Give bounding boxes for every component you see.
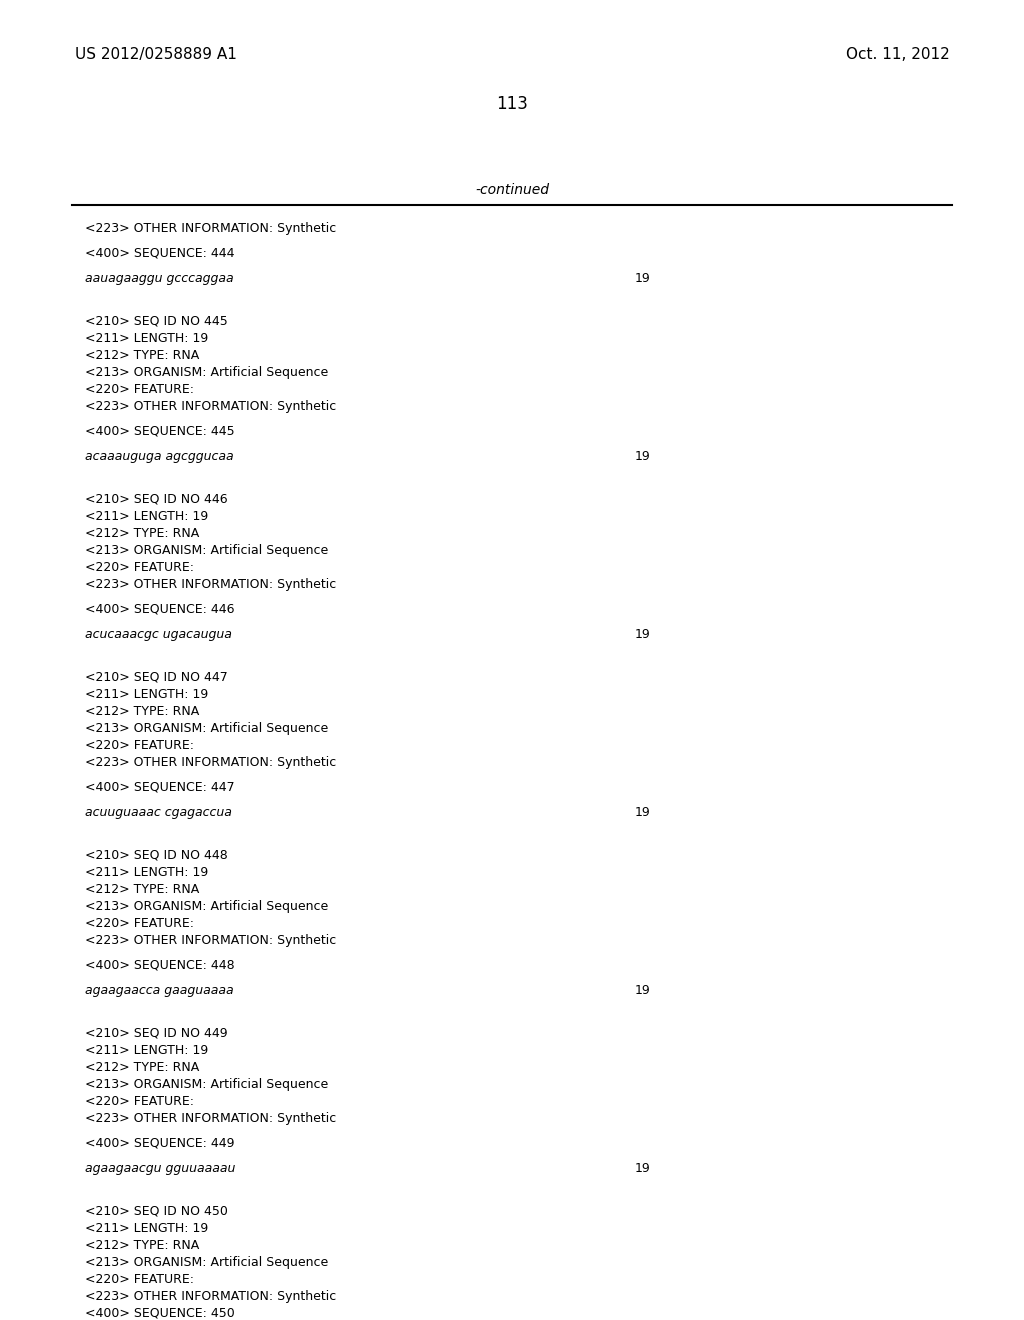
Text: <213> ORGANISM: Artificial Sequence: <213> ORGANISM: Artificial Sequence (85, 544, 329, 557)
Text: <212> TYPE: RNA: <212> TYPE: RNA (85, 1239, 200, 1251)
Text: <211> LENGTH: 19: <211> LENGTH: 19 (85, 510, 208, 523)
Text: <220> FEATURE:: <220> FEATURE: (85, 383, 194, 396)
Text: <211> LENGTH: 19: <211> LENGTH: 19 (85, 333, 208, 345)
Text: <400> SEQUENCE: 450: <400> SEQUENCE: 450 (85, 1307, 234, 1320)
Text: <223> OTHER INFORMATION: Synthetic: <223> OTHER INFORMATION: Synthetic (85, 578, 336, 591)
Text: 19: 19 (635, 807, 650, 818)
Text: <212> TYPE: RNA: <212> TYPE: RNA (85, 1061, 200, 1074)
Text: acuuguaaac cgagaccua: acuuguaaac cgagaccua (85, 807, 231, 818)
Text: 19: 19 (635, 1162, 650, 1175)
Text: <400> SEQUENCE: 449: <400> SEQUENCE: 449 (85, 1137, 234, 1150)
Text: <220> FEATURE:: <220> FEATURE: (85, 1272, 194, 1286)
Text: Oct. 11, 2012: Oct. 11, 2012 (846, 48, 950, 62)
Text: 19: 19 (635, 450, 650, 463)
Text: <213> ORGANISM: Artificial Sequence: <213> ORGANISM: Artificial Sequence (85, 900, 329, 913)
Text: <223> OTHER INFORMATION: Synthetic: <223> OTHER INFORMATION: Synthetic (85, 756, 336, 770)
Text: 19: 19 (635, 628, 650, 642)
Text: <223> OTHER INFORMATION: Synthetic: <223> OTHER INFORMATION: Synthetic (85, 935, 336, 946)
Text: <213> ORGANISM: Artificial Sequence: <213> ORGANISM: Artificial Sequence (85, 366, 329, 379)
Text: <210> SEQ ID NO 445: <210> SEQ ID NO 445 (85, 315, 227, 327)
Text: <212> TYPE: RNA: <212> TYPE: RNA (85, 348, 200, 362)
Text: <211> LENGTH: 19: <211> LENGTH: 19 (85, 866, 208, 879)
Text: <400> SEQUENCE: 447: <400> SEQUENCE: 447 (85, 781, 234, 795)
Text: <211> LENGTH: 19: <211> LENGTH: 19 (85, 1044, 208, 1057)
Text: <220> FEATURE:: <220> FEATURE: (85, 739, 194, 752)
Text: acaaauguga agcggucaa: acaaauguga agcggucaa (85, 450, 233, 463)
Text: <212> TYPE: RNA: <212> TYPE: RNA (85, 705, 200, 718)
Text: aauagaaggu gcccaggaa: aauagaaggu gcccaggaa (85, 272, 233, 285)
Text: 19: 19 (635, 983, 650, 997)
Text: <210> SEQ ID NO 450: <210> SEQ ID NO 450 (85, 1205, 228, 1218)
Text: 19: 19 (635, 272, 650, 285)
Text: <400> SEQUENCE: 445: <400> SEQUENCE: 445 (85, 425, 234, 438)
Text: <210> SEQ ID NO 447: <210> SEQ ID NO 447 (85, 671, 227, 684)
Text: -continued: -continued (475, 183, 549, 197)
Text: <223> OTHER INFORMATION: Synthetic: <223> OTHER INFORMATION: Synthetic (85, 222, 336, 235)
Text: <212> TYPE: RNA: <212> TYPE: RNA (85, 883, 200, 896)
Text: <400> SEQUENCE: 448: <400> SEQUENCE: 448 (85, 960, 234, 972)
Text: US 2012/0258889 A1: US 2012/0258889 A1 (75, 48, 237, 62)
Text: <220> FEATURE:: <220> FEATURE: (85, 917, 194, 931)
Text: <400> SEQUENCE: 446: <400> SEQUENCE: 446 (85, 603, 234, 616)
Text: <211> LENGTH: 19: <211> LENGTH: 19 (85, 688, 208, 701)
Text: <223> OTHER INFORMATION: Synthetic: <223> OTHER INFORMATION: Synthetic (85, 400, 336, 413)
Text: <213> ORGANISM: Artificial Sequence: <213> ORGANISM: Artificial Sequence (85, 1257, 329, 1269)
Text: <210> SEQ ID NO 449: <210> SEQ ID NO 449 (85, 1027, 227, 1040)
Text: agaagaacgu gguuaaaau: agaagaacgu gguuaaaau (85, 1162, 236, 1175)
Text: agaagaacca gaaguaaaa: agaagaacca gaaguaaaa (85, 983, 233, 997)
Text: <211> LENGTH: 19: <211> LENGTH: 19 (85, 1222, 208, 1236)
Text: <210> SEQ ID NO 448: <210> SEQ ID NO 448 (85, 849, 227, 862)
Text: <220> FEATURE:: <220> FEATURE: (85, 561, 194, 574)
Text: 113: 113 (496, 95, 528, 114)
Text: <220> FEATURE:: <220> FEATURE: (85, 1096, 194, 1107)
Text: <223> OTHER INFORMATION: Synthetic: <223> OTHER INFORMATION: Synthetic (85, 1111, 336, 1125)
Text: <210> SEQ ID NO 446: <210> SEQ ID NO 446 (85, 492, 227, 506)
Text: <213> ORGANISM: Artificial Sequence: <213> ORGANISM: Artificial Sequence (85, 1078, 329, 1092)
Text: <400> SEQUENCE: 444: <400> SEQUENCE: 444 (85, 247, 234, 260)
Text: acucaaacgc ugacaugua: acucaaacgc ugacaugua (85, 628, 231, 642)
Text: <223> OTHER INFORMATION: Synthetic: <223> OTHER INFORMATION: Synthetic (85, 1290, 336, 1303)
Text: <213> ORGANISM: Artificial Sequence: <213> ORGANISM: Artificial Sequence (85, 722, 329, 735)
Text: <212> TYPE: RNA: <212> TYPE: RNA (85, 527, 200, 540)
